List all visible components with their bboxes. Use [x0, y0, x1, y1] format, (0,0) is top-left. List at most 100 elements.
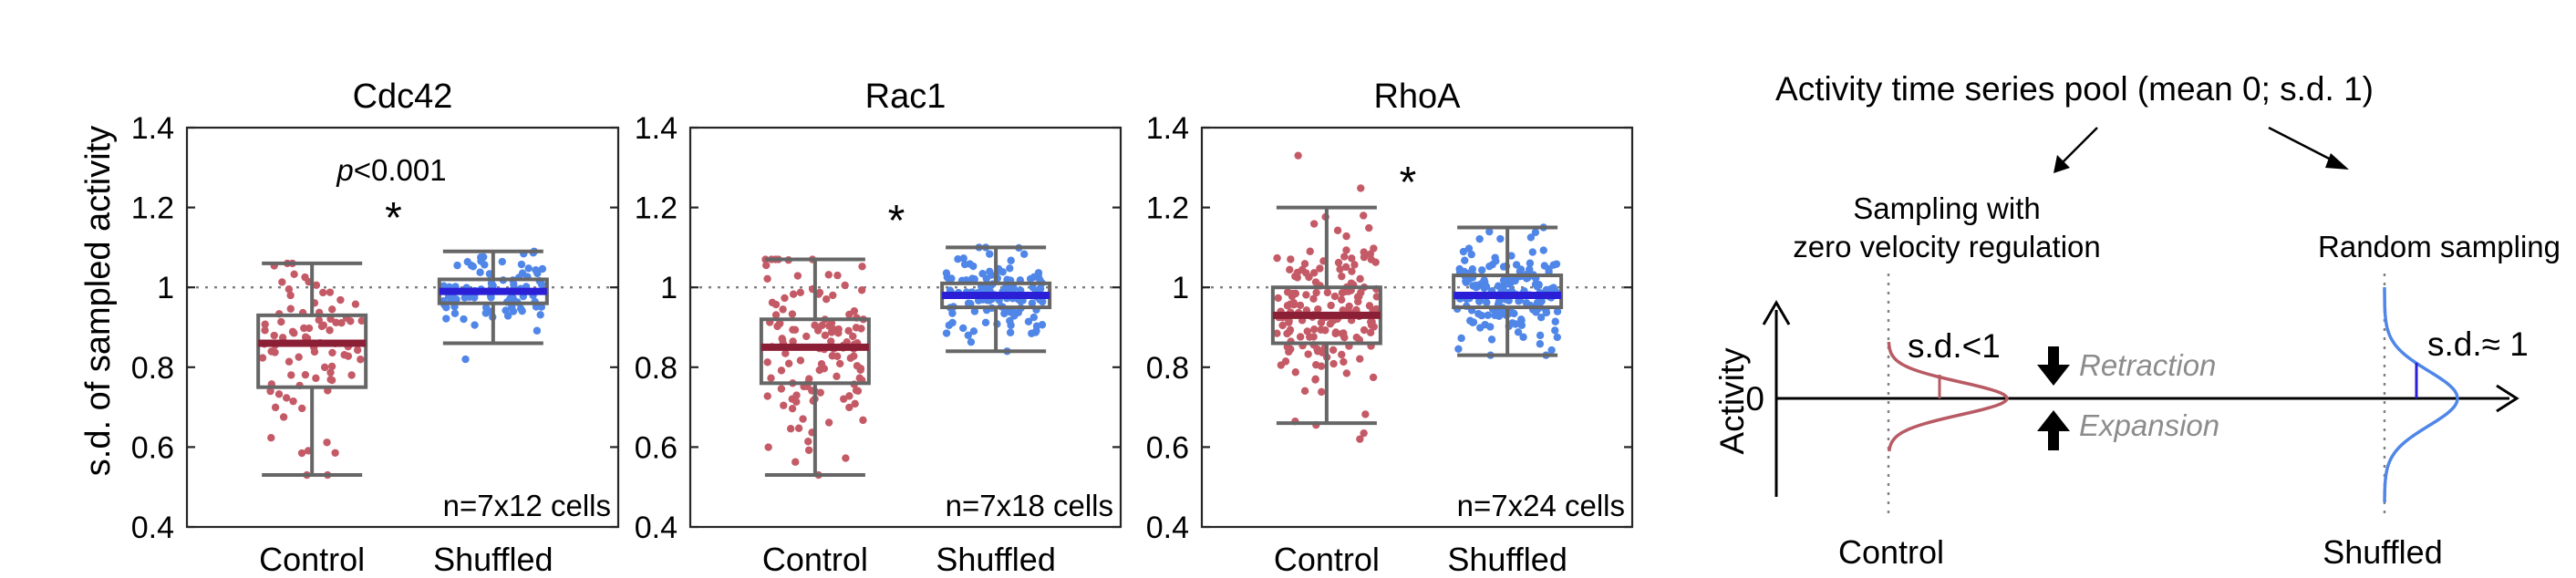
data-point	[1356, 435, 1364, 443]
data-point	[1485, 227, 1494, 236]
data-point	[1486, 323, 1495, 331]
data-point	[1329, 346, 1338, 355]
data-point	[998, 268, 1007, 276]
data-point	[781, 349, 790, 357]
data-point	[1028, 299, 1037, 307]
data-point	[1287, 255, 1295, 263]
axes-frame	[185, 126, 620, 529]
data-point	[305, 324, 314, 333]
y-tick-label: 1.4	[635, 111, 678, 146]
data-point	[942, 329, 951, 337]
data-point	[261, 320, 269, 328]
data-point	[799, 415, 807, 423]
data-point	[824, 271, 833, 279]
data-point	[258, 354, 267, 362]
y-tick-label: 0.4	[131, 511, 174, 545]
data-point	[1338, 272, 1346, 281]
data-point	[517, 260, 526, 269]
data-point	[301, 273, 309, 282]
data-point	[1019, 250, 1029, 258]
data-point	[1348, 254, 1356, 263]
data-point	[1310, 325, 1319, 334]
data-point	[533, 269, 542, 278]
data-point	[1360, 428, 1368, 438]
data-point	[271, 403, 280, 412]
panel-rac1: 0.4 0.6 0.8 1 1.2 1.4 Rac1 Control Shuffled n=7x1…	[635, 77, 1122, 578]
data-point	[1536, 340, 1545, 348]
data-point	[981, 318, 990, 327]
data-point	[1369, 373, 1378, 382]
data-point	[1480, 276, 1488, 284]
data-point	[332, 318, 340, 326]
data-point	[1285, 347, 1293, 356]
panel-title: Cdc42	[353, 77, 453, 116]
data-point	[1340, 357, 1348, 366]
data-point	[1342, 246, 1350, 254]
data-point	[1278, 321, 1287, 330]
data-point	[779, 305, 787, 314]
data-point	[771, 300, 781, 309]
data-point	[1026, 274, 1035, 284]
data-point	[1348, 267, 1356, 275]
y-tick-label: 1.2	[1146, 191, 1189, 226]
y-tick-label: 1.4	[1146, 111, 1189, 146]
data-point	[327, 362, 336, 371]
data-point	[1010, 312, 1019, 320]
data-point	[986, 267, 994, 276]
data-point	[498, 257, 506, 266]
data-point	[1360, 325, 1369, 335]
data-point	[524, 264, 533, 273]
data-point	[336, 295, 345, 304]
category-label: Control	[1274, 541, 1380, 578]
data-point	[442, 315, 450, 323]
data-point	[778, 335, 787, 344]
data-point	[1327, 301, 1335, 310]
data-point	[487, 280, 496, 288]
expansion-label: Expansion	[2079, 408, 2219, 442]
data-point	[1006, 328, 1015, 336]
data-point	[796, 356, 805, 365]
data-point	[1000, 309, 1009, 318]
data-point	[469, 263, 478, 271]
category-label: Control	[762, 541, 868, 578]
data-point	[1304, 350, 1312, 358]
schematic-diagram: Activity time series pool (mean 0; s.d. …	[1713, 70, 2560, 571]
data-point	[1342, 232, 1350, 241]
data-point	[312, 281, 321, 289]
data-point	[947, 274, 956, 283]
data-point	[827, 337, 835, 346]
data-point	[789, 290, 798, 298]
data-point	[315, 315, 323, 325]
data-point	[278, 278, 286, 286]
data-point	[1006, 264, 1014, 273]
data-point	[357, 356, 365, 364]
n-cells-label: n=7x24 cells	[1457, 489, 1625, 522]
box-iqr	[256, 313, 368, 389]
data-point	[1294, 151, 1302, 160]
data-point	[450, 309, 460, 317]
data-point	[793, 272, 802, 280]
data-point	[261, 326, 269, 335]
y-tick-label: 0.4	[635, 511, 678, 545]
data-point	[298, 404, 306, 413]
data-point	[1533, 298, 1542, 307]
y-tick-label: 0.6	[635, 430, 678, 465]
arrow-to-right	[2268, 126, 2337, 164]
data-point	[287, 371, 295, 379]
data-point	[1031, 328, 1040, 336]
data-point	[780, 401, 788, 409]
y-tick-label: 0.4	[1146, 511, 1189, 545]
data-point	[853, 362, 862, 370]
data-point	[297, 449, 306, 458]
panel-title: RhoA	[1373, 77, 1461, 116]
data-point	[1273, 329, 1281, 337]
data-point	[1536, 331, 1545, 340]
data-point	[846, 354, 854, 363]
data-point	[1466, 316, 1474, 325]
y-tick-label: 1	[1172, 271, 1189, 305]
data-point	[982, 274, 991, 283]
data-point	[284, 285, 294, 294]
data-point	[1484, 311, 1492, 320]
data-point	[1514, 328, 1523, 336]
